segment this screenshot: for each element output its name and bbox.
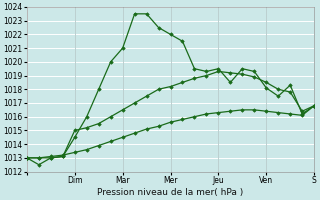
X-axis label: Pression niveau de la mer( hPa ): Pression niveau de la mer( hPa ) bbox=[97, 188, 244, 197]
